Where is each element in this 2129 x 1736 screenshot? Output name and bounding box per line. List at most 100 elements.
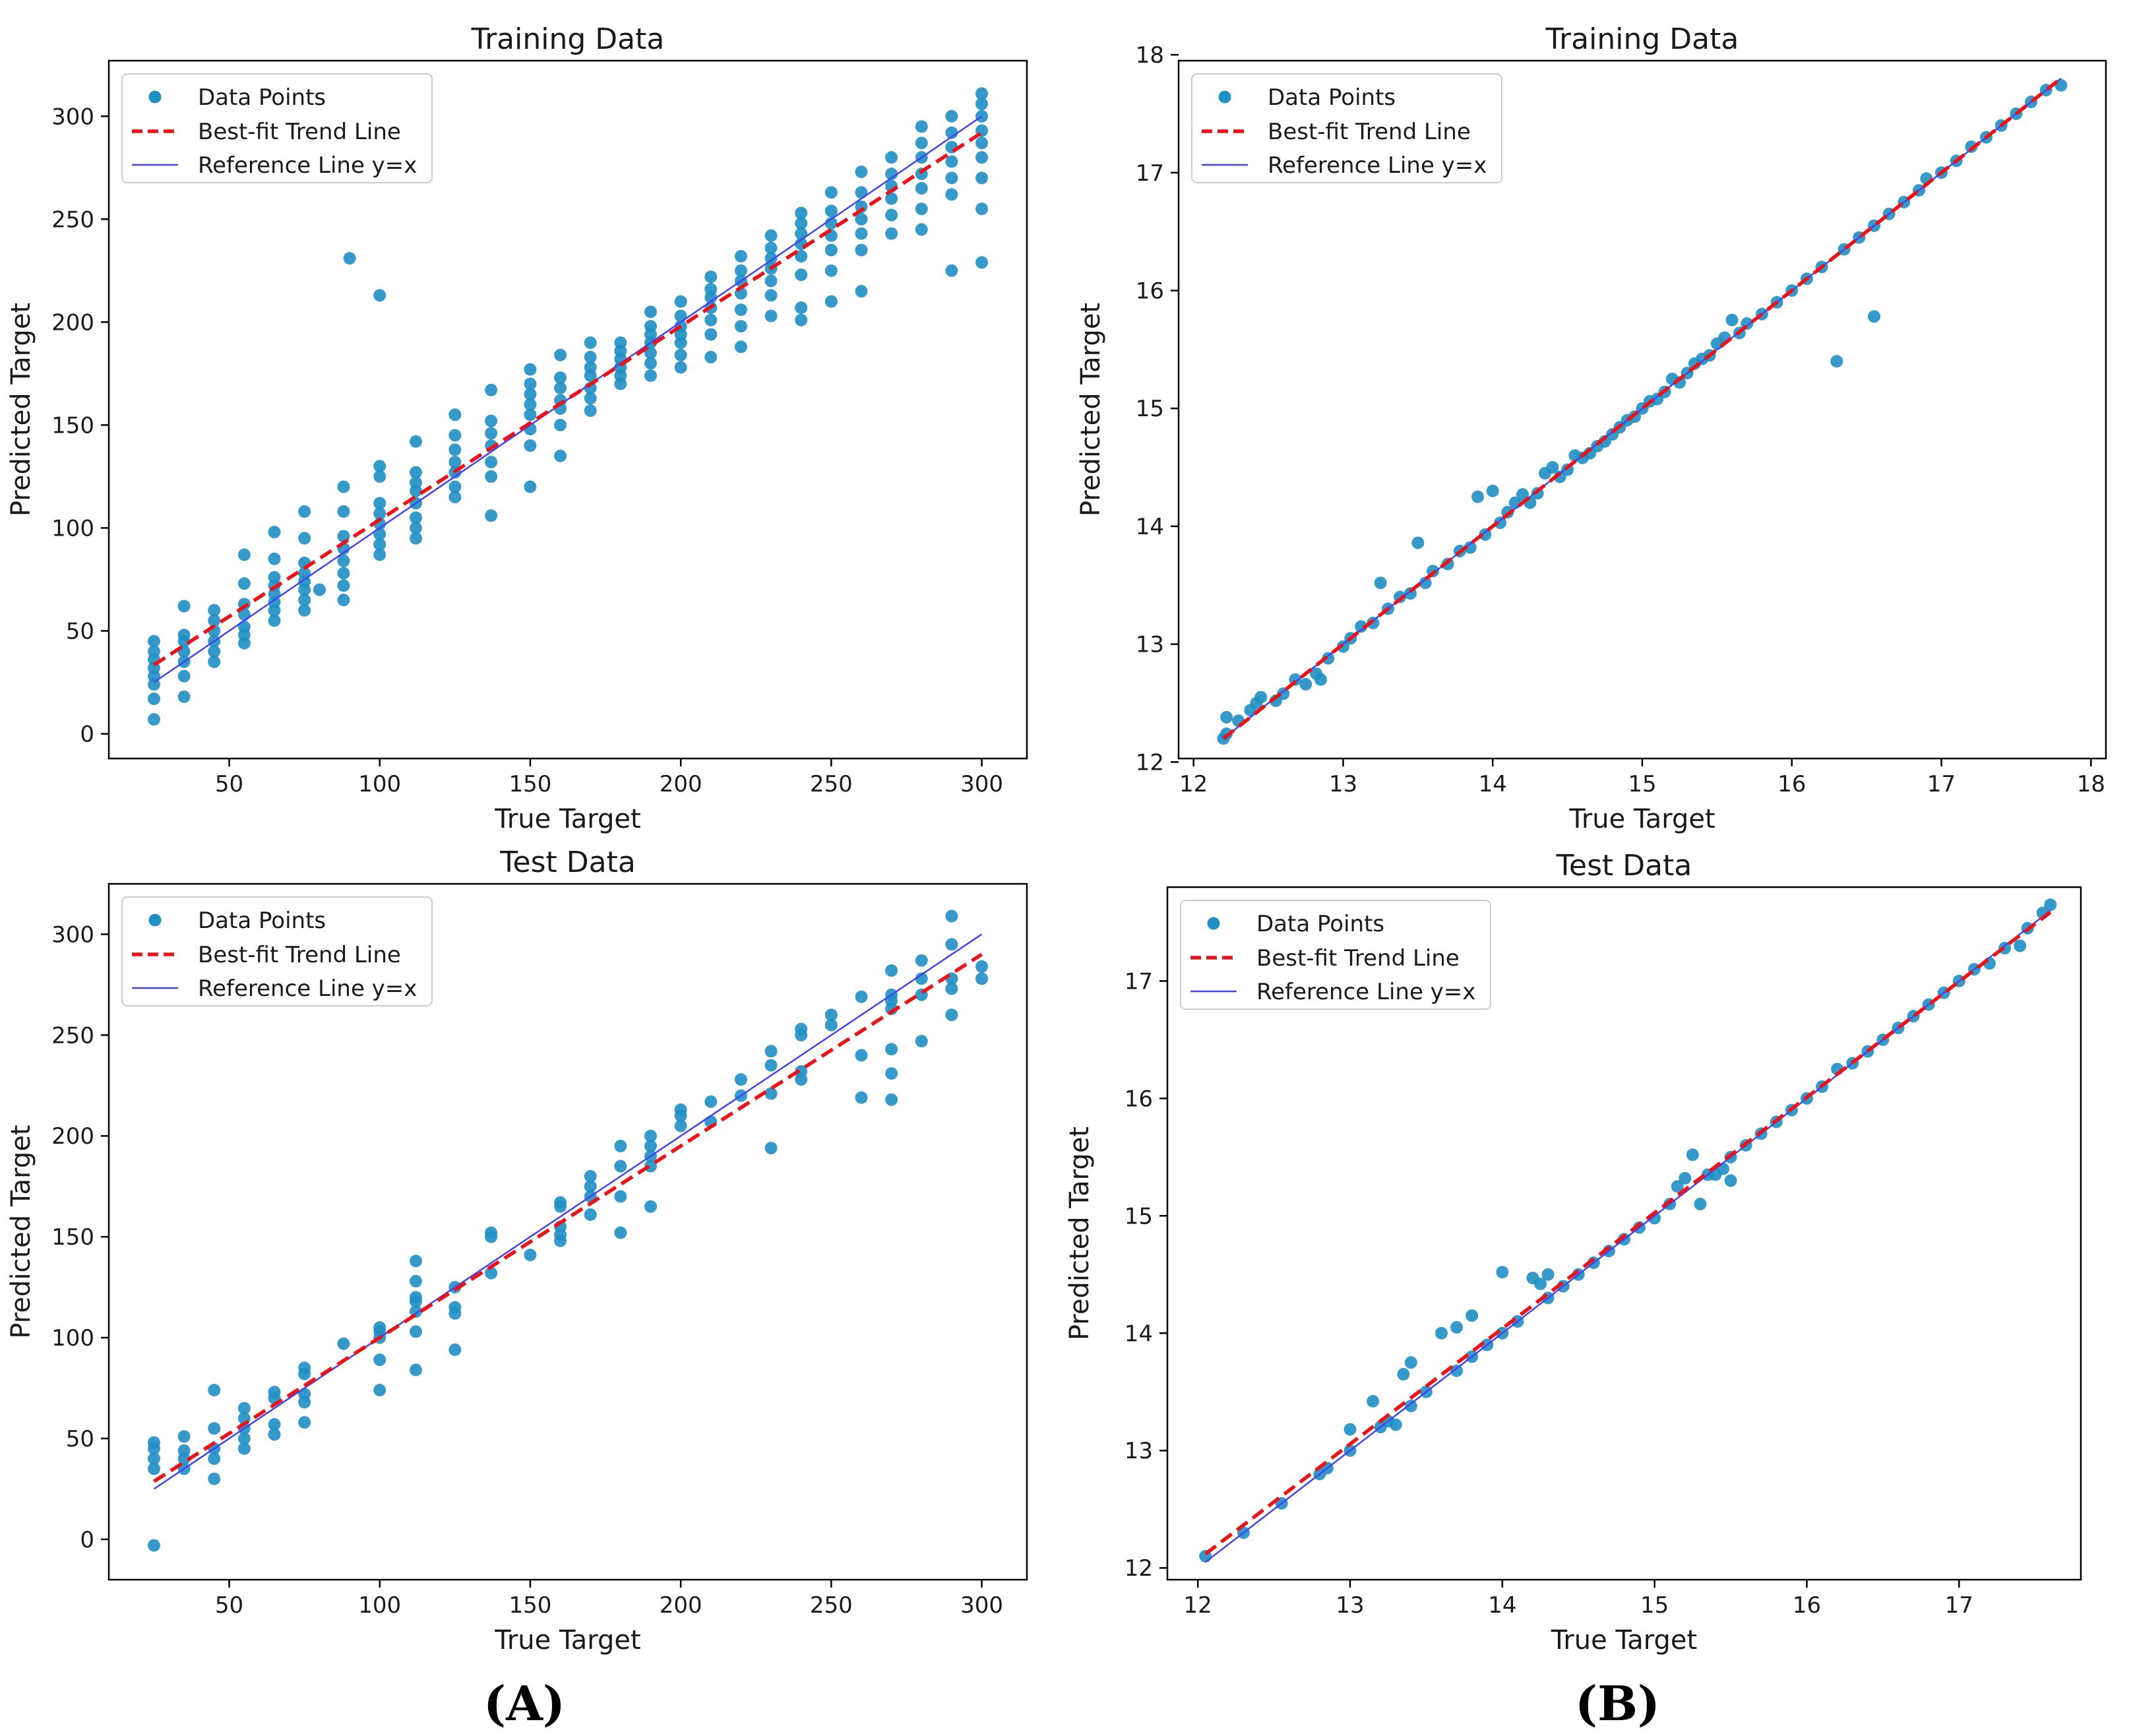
data-point xyxy=(885,151,898,164)
data-point xyxy=(764,1142,778,1155)
x-tick-label: 200 xyxy=(660,1592,702,1619)
data-point xyxy=(734,264,747,277)
panel-b-test-chart: Test Data 12 13 14 15 16 17 12 13 14 15 16 17 True Ta… xyxy=(1064,849,2082,1656)
y-tick-label: 250 xyxy=(51,1022,94,1049)
x-tick-label: 150 xyxy=(509,771,551,797)
data-point xyxy=(373,1321,386,1334)
data-point xyxy=(674,309,687,323)
data-point xyxy=(644,305,658,319)
axes-frame xyxy=(108,59,1028,760)
y-tick-label: 300 xyxy=(51,104,94,130)
x-tick-label: 15 xyxy=(1640,1592,1669,1619)
data-point xyxy=(337,594,350,607)
data-point xyxy=(554,449,567,462)
data-point xyxy=(448,408,462,421)
data-point xyxy=(237,1402,251,1415)
data-point xyxy=(584,1169,597,1183)
legend-label-reference: Reference Line y=x xyxy=(1268,152,1487,179)
data-point xyxy=(147,645,160,658)
panel-a-training-chart: Training Data 50 100 150 200 250 300 0 50 100 150 2… xyxy=(6,22,1028,834)
data-point xyxy=(584,1208,597,1222)
data-point xyxy=(524,388,537,401)
data-point xyxy=(795,313,808,326)
data-point xyxy=(177,600,191,613)
y-tick-label: 150 xyxy=(51,1224,94,1251)
y-tick-label: 200 xyxy=(51,1123,94,1150)
data-point xyxy=(177,690,191,703)
data-point xyxy=(410,1291,423,1304)
y-tick-label: 250 xyxy=(51,206,94,233)
data-point xyxy=(1355,620,1368,633)
data-point xyxy=(177,1430,191,1443)
data-point xyxy=(208,614,221,627)
data-point xyxy=(824,217,838,230)
data-point xyxy=(208,1452,221,1466)
data-point xyxy=(945,188,958,201)
x-tick-label: 50 xyxy=(215,1592,243,1619)
y-tick-label: 17 xyxy=(1136,160,1164,187)
y-tick-label: 16 xyxy=(1136,278,1164,304)
data-point xyxy=(177,629,191,642)
data-point xyxy=(795,249,808,263)
data-point xyxy=(208,1422,221,1435)
reference-line xyxy=(153,115,983,683)
data-point xyxy=(674,361,687,374)
data-point xyxy=(584,404,597,418)
data-point xyxy=(337,1337,350,1350)
data-point xyxy=(855,1049,868,1062)
data-point xyxy=(614,1226,627,1239)
data-point xyxy=(147,1462,160,1475)
data-point xyxy=(704,282,718,295)
data-point xyxy=(448,480,462,493)
data-point xyxy=(824,1018,838,1032)
data-point xyxy=(644,357,658,370)
data-point xyxy=(337,567,350,580)
data-point xyxy=(524,439,537,452)
data-point xyxy=(795,1065,808,1078)
legend-label-trend: Best-fit Trend Line xyxy=(198,119,401,145)
data-point xyxy=(524,398,537,411)
data-point xyxy=(704,313,718,326)
legend-marker-points xyxy=(148,914,162,927)
data-point xyxy=(674,295,687,308)
data-point xyxy=(764,229,778,242)
data-point xyxy=(885,1093,898,1106)
data-point xyxy=(975,972,989,985)
data-point xyxy=(410,532,423,545)
data-point xyxy=(584,361,597,374)
y-tick-label: 12 xyxy=(1136,749,1164,776)
data-point xyxy=(644,1200,658,1213)
data-point xyxy=(734,340,747,354)
data-point xyxy=(485,470,498,483)
data-point xyxy=(824,264,838,277)
data-point xyxy=(764,1045,778,1058)
data-point xyxy=(237,620,251,633)
y-tick-label: 200 xyxy=(51,309,94,336)
data-point xyxy=(373,460,386,473)
x-tick-label: 200 xyxy=(660,771,702,797)
data-point xyxy=(764,241,778,255)
x-tick-label: 14 xyxy=(1479,771,1507,797)
data-point xyxy=(915,137,928,150)
x-tick-label: 13 xyxy=(1336,1592,1364,1619)
data-point xyxy=(1450,1320,1464,1334)
data-point xyxy=(237,1442,251,1455)
data-point xyxy=(1724,1174,1737,1187)
data-point xyxy=(1725,313,1739,326)
x-tick-label: 150 xyxy=(509,1592,551,1619)
data-point xyxy=(704,1095,718,1108)
data-point xyxy=(764,1087,778,1100)
y-tick-label: 18 xyxy=(1136,42,1164,69)
data-point xyxy=(2044,898,2057,912)
data-point xyxy=(764,289,778,302)
data-point xyxy=(237,548,251,561)
data-point xyxy=(313,583,326,596)
panel-a-label: (A) xyxy=(483,1675,565,1731)
data-point xyxy=(1546,461,1559,474)
legend-label-trend: Best-fit Trend Line xyxy=(198,942,401,968)
data-point xyxy=(824,186,838,199)
x-tick-label: 14 xyxy=(1488,1592,1516,1619)
chart-title: Test Data xyxy=(1556,849,1692,883)
legend-label-reference: Reference Line y=x xyxy=(1256,979,1475,1005)
legend-label-points: Data Points xyxy=(198,908,326,934)
